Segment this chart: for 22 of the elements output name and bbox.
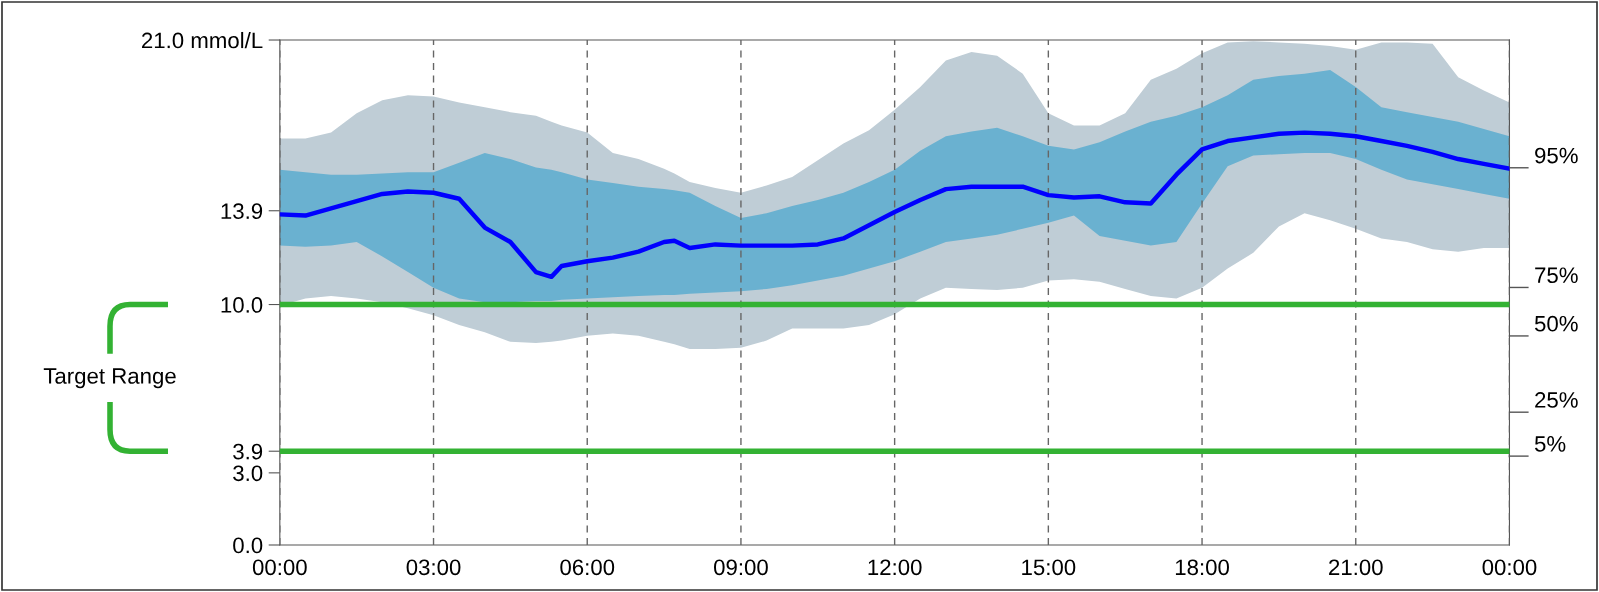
- x-tick-label: 00:00: [252, 559, 307, 576]
- x-tick-label: 18:00: [1175, 559, 1229, 576]
- x-tick-label: 00:00: [1482, 559, 1537, 576]
- x-tick-label: 09:00: [714, 559, 768, 576]
- x-tick-label: 12:00: [868, 559, 922, 576]
- y-tick-label: 21.0 mmol/L: [142, 31, 263, 49]
- x-tick-label: 06:00: [560, 559, 615, 576]
- x-tick-label: 15:00: [1022, 559, 1076, 576]
- text: 95%: [1535, 147, 1578, 164]
- text: 5%: [1534, 436, 1566, 452]
- text: 25%: [1535, 392, 1578, 408]
- text: 50%: [1534, 315, 1578, 332]
- x-tick-label: 21:00: [1329, 559, 1383, 576]
- y-tick-label: 13.9: [221, 203, 263, 220]
- x-tick-label: 03:00: [406, 559, 461, 576]
- text: 75%: [1535, 267, 1578, 284]
- line-series: [279, 130, 1510, 280]
- text: Target Range: [43, 368, 176, 389]
- y-tick-label: 10.0: [221, 297, 263, 313]
- y-tick-label: 3.0: [233, 465, 263, 482]
- y-tick-label: 0.0: [233, 537, 263, 554]
- y-tick-label: 3.9: [233, 443, 263, 460]
